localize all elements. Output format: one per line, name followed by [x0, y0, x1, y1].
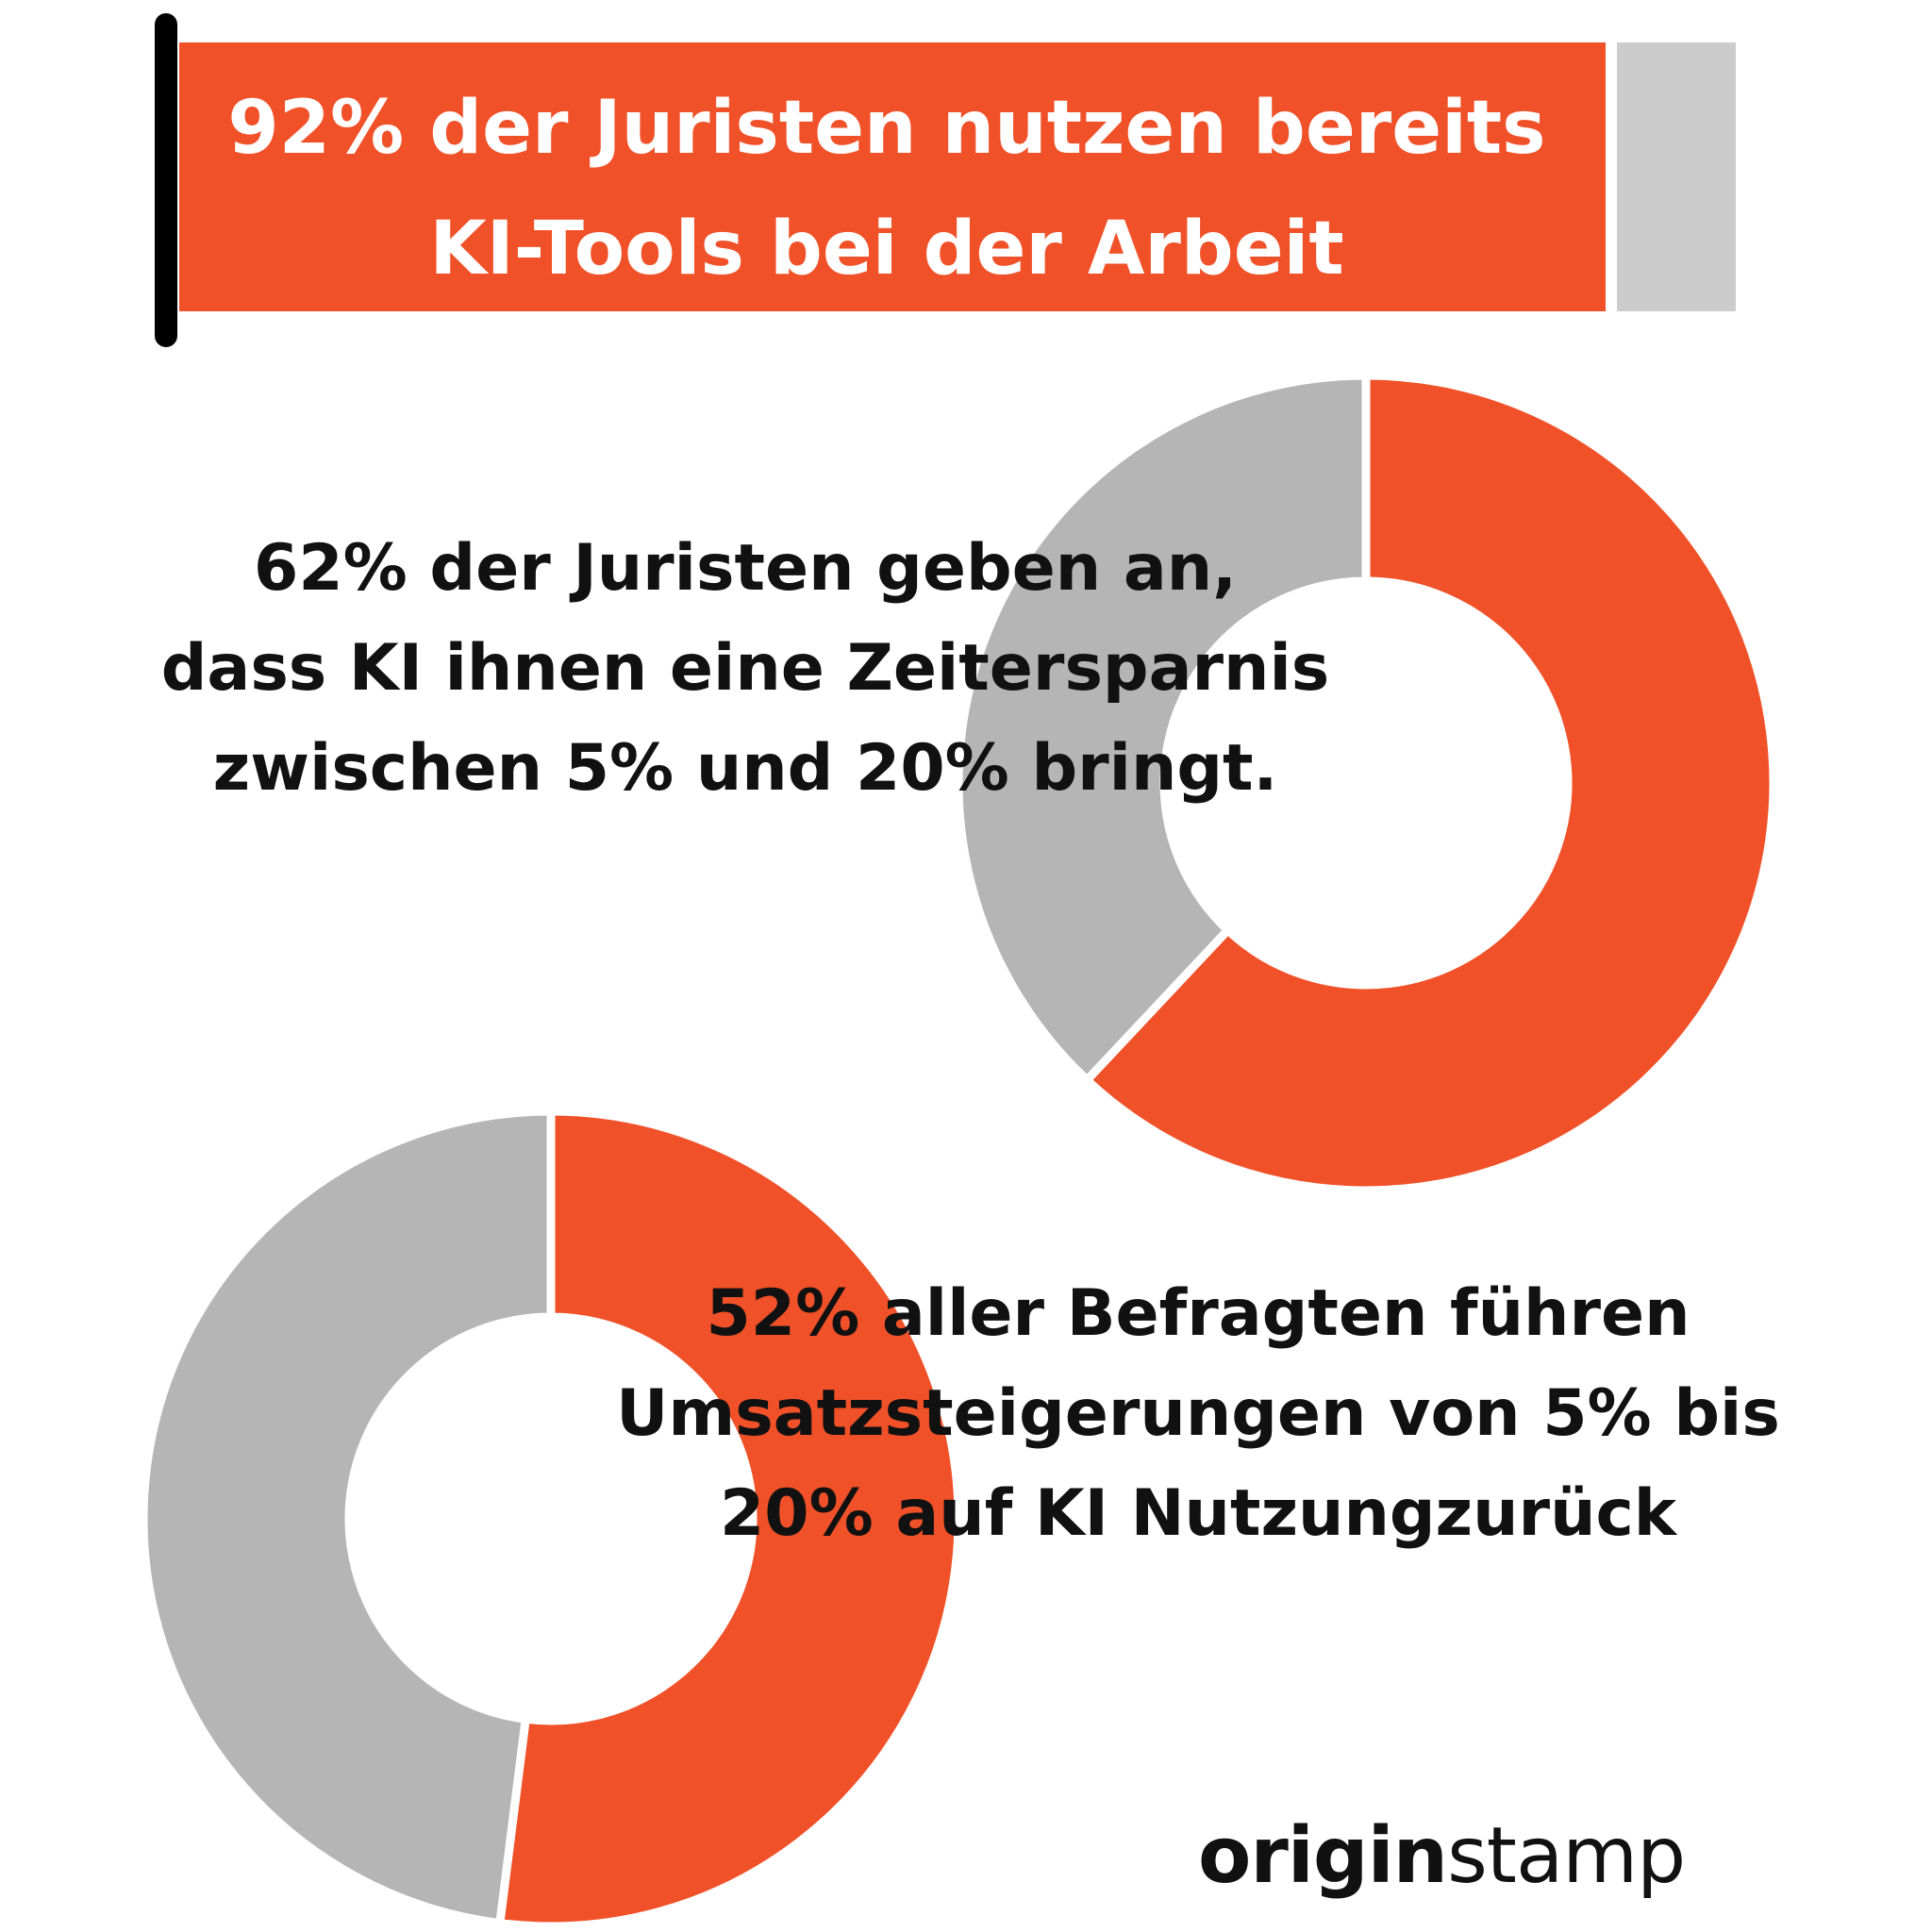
revenue-growth-stat: 52% aller Befragten führen Umsatzsteiger… [604, 1264, 1792, 1564]
bar-remainder [1617, 42, 1736, 311]
headline-line-2: KI-Tools bei der Arbeit [429, 207, 1344, 291]
donut-2-slice-remainder [139, 1107, 556, 1928]
donut-1-slice-remainder [954, 371, 1371, 1087]
stat-1-line-3: zwischen 5% und 20% bringt. [212, 731, 1278, 806]
stat-1-line-1: 62% der Juristen geben an, [254, 531, 1237, 606]
bar-fill-92 [179, 42, 1606, 311]
time-savings-stat: 62% der Juristen geben an, dass KI ihnen… [151, 519, 1340, 819]
stat-2-line-3: 20% auf KI Nutzungzurück [719, 1476, 1677, 1551]
stat-1-line-2: dass KI ihnen eine Zeitersparnis [160, 631, 1330, 706]
logo-origin: origin [1198, 1811, 1448, 1901]
headline-line-1: 92% der Juristen nutzen bereits [227, 86, 1546, 171]
headline: 92% der Juristen nutzen bereits KI-Tools… [179, 66, 1594, 311]
donut-1-slice-accent [1080, 371, 1778, 1195]
bar-axis-marker [155, 13, 177, 347]
stat-2-line-1: 52% aller Befragten führen [706, 1276, 1690, 1351]
stat-2-line-2: Umsatzsteigerungen von 5% bis [616, 1376, 1780, 1451]
donut-2-slice-accent [494, 1107, 963, 1931]
originstamp-logo: originstamp [1198, 1811, 1686, 1901]
logo-stamp: stamp [1447, 1811, 1686, 1901]
